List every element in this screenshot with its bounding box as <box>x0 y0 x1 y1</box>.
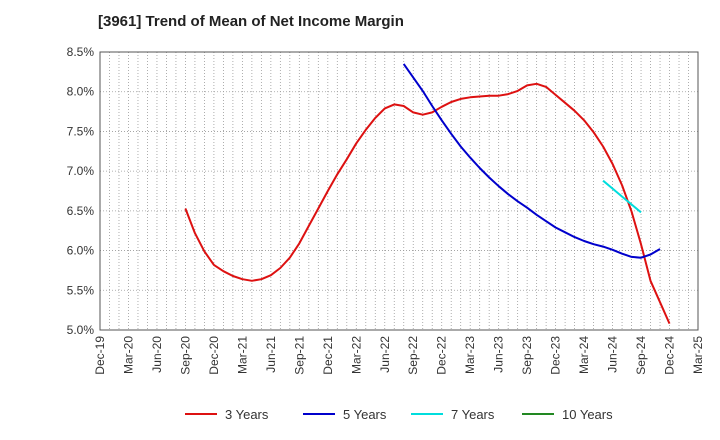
legend-label-3-years: 3 Years <box>225 407 269 422</box>
x-tick-label: Dec-19 <box>93 336 107 375</box>
y-tick-label: 6.0% <box>67 244 95 258</box>
x-tick-label: Dec-20 <box>207 336 221 375</box>
x-tick-label: Mar-23 <box>463 336 477 374</box>
x-tick-label: Jun-21 <box>264 336 278 373</box>
plot-background <box>100 52 698 330</box>
x-tick-label: Sep-21 <box>292 336 306 375</box>
x-tick-label: Mar-20 <box>121 336 135 374</box>
legend-label-10-years: 10 Years <box>562 407 613 422</box>
y-tick-label: 8.5% <box>67 45 95 59</box>
x-tick-label: Sep-22 <box>406 336 420 375</box>
plot-border <box>99 51 699 331</box>
x-tick-label: Jun-23 <box>492 336 506 373</box>
y-tick-label: 6.5% <box>67 204 95 218</box>
x-tick-label: Sep-24 <box>634 336 648 375</box>
legend-label-7-years: 7 Years <box>451 407 495 422</box>
x-tick-label: Sep-20 <box>178 336 192 375</box>
y-tick-label: 5.5% <box>67 283 95 297</box>
x-tick-label: Mar-21 <box>235 336 249 374</box>
y-tick-label: 5.0% <box>67 323 95 337</box>
x-tick-label: Dec-22 <box>435 336 449 375</box>
x-tick-label: Mar-25 <box>691 336 705 374</box>
x-tick-label: Jun-24 <box>606 336 620 373</box>
series-line-7-years <box>602 179 642 214</box>
series-lines <box>184 63 671 325</box>
legend: 3 Years 5 Years 7 Years 10 Years <box>185 407 613 422</box>
grid-lines <box>100 52 698 330</box>
x-axis-tick-labels: Dec-19 Mar-20 Jun-20 Sep-20 Dec-20 Mar-21 Jun-… <box>93 336 705 375</box>
x-tick-label: Dec-21 <box>321 336 335 375</box>
x-tick-label: Jun-22 <box>378 336 392 373</box>
x-tick-label: Mar-24 <box>577 336 591 374</box>
series-line-3-years <box>184 82 671 325</box>
x-tick-label: Sep-23 <box>520 336 534 375</box>
y-axis-tick-labels: 5.0% 5.5% 6.0% 6.5% 7.0% 7.5% 8.0% 8.5% <box>67 45 95 337</box>
y-tick-label: 7.0% <box>67 164 95 178</box>
x-tick-label: Mar-22 <box>349 336 363 374</box>
y-tick-label: 8.0% <box>67 85 95 99</box>
series-line-5-years <box>402 63 661 259</box>
legend-label-5-years: 5 Years <box>343 407 387 422</box>
x-tick-label: Jun-20 <box>150 336 164 373</box>
x-tick-label: Dec-24 <box>663 336 677 375</box>
x-tick-label: Dec-23 <box>549 336 563 375</box>
y-tick-label: 7.5% <box>67 124 95 138</box>
chart-title: [3961] Trend of Mean of Net Income Margi… <box>98 13 404 30</box>
